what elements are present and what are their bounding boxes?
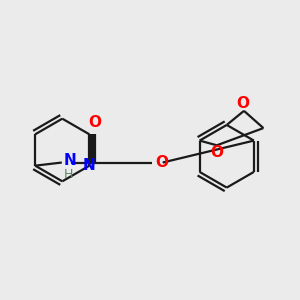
Text: O: O xyxy=(155,155,168,170)
Text: N: N xyxy=(83,158,96,173)
Text: N: N xyxy=(63,154,76,169)
Text: O: O xyxy=(88,115,101,130)
Text: O: O xyxy=(210,145,223,160)
Text: H: H xyxy=(63,168,73,181)
Text: O: O xyxy=(236,97,249,112)
